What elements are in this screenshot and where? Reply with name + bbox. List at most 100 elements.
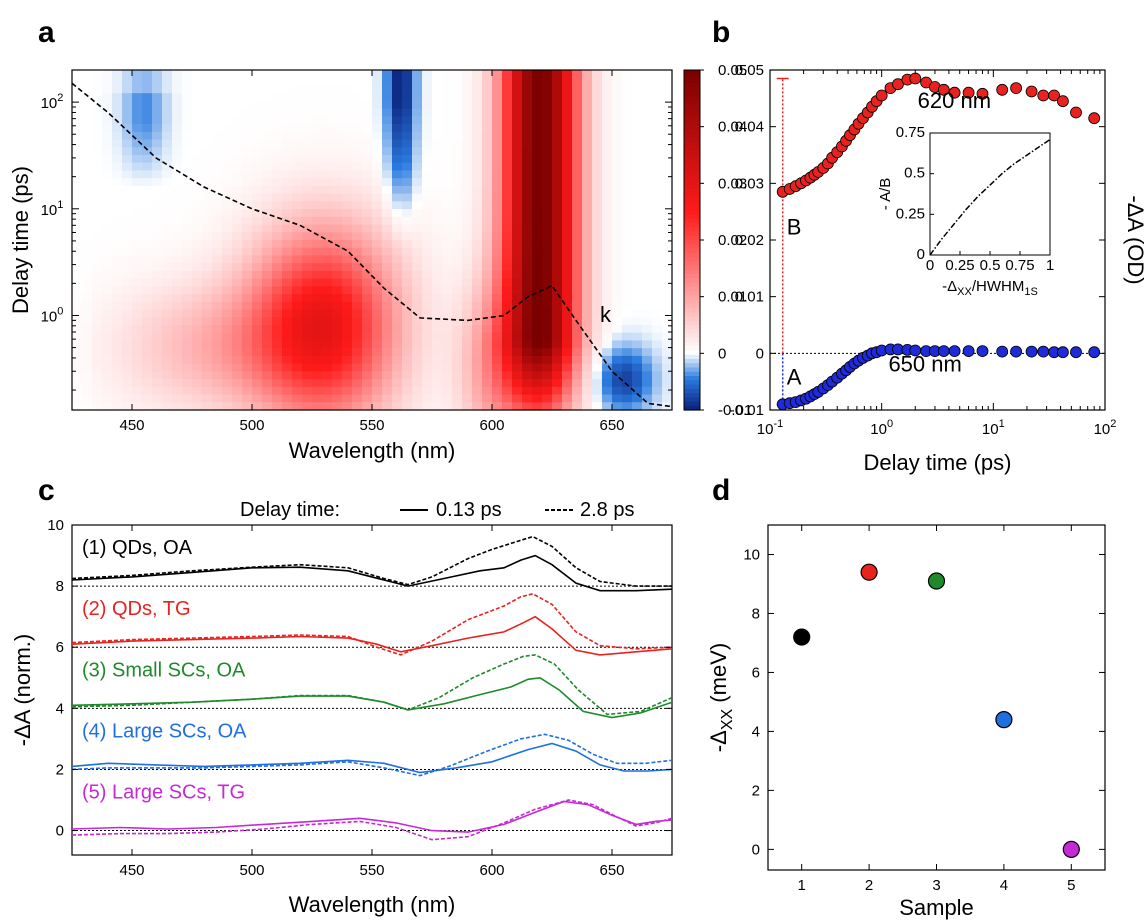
heatmap-cell [452,263,463,272]
heatmap-cell [72,170,83,179]
heatmap-cell [382,309,393,318]
heatmap-cell [222,371,233,380]
heatmap-cell [262,108,273,117]
heatmap-cell [172,309,183,318]
heatmap-cell [332,386,343,396]
heatmap-cell [292,270,303,280]
heatmap-cell [232,286,243,295]
heatmap-cell [602,178,613,187]
heatmap-cell [192,379,203,388]
heatmap-cell [452,201,463,210]
heatmap-cell [422,325,433,334]
heatmap-cell [322,348,333,357]
data-point-620nm [962,86,975,99]
heatmap-cell [312,108,323,117]
heatmap-cell [612,270,623,280]
heatmap-cell [162,286,173,295]
heatmap-cell [232,147,243,156]
heatmap-cell [522,185,533,195]
heatmap-cell [522,278,533,287]
heatmap-cell [92,85,103,94]
heatmap-cell [252,394,263,403]
heatmap-cell [352,402,363,411]
heatmap-cell [602,394,613,403]
x-tick-label: 650 [599,417,624,434]
heatmap-cell [612,124,623,133]
heatmap-cell [102,100,113,110]
heatmap-cell [482,301,493,311]
heatmap-cell [582,100,593,110]
heatmap-cell [482,317,493,326]
heatmap-cell [462,386,473,396]
heatmap-cell [232,162,243,172]
heatmap-cell [492,263,503,272]
heatmap-cell [572,386,583,396]
heatmap-cell [292,232,303,241]
heatmap-cell [142,286,153,295]
heatmap-cell [242,317,253,326]
heatmap-cell [392,278,403,287]
heatmap-cell [582,85,593,94]
heatmap-cell [292,394,303,403]
heatmap-cell [532,386,543,396]
heatmap-cell [382,155,393,164]
heatmap-cell [652,255,663,264]
heatmap-cell [592,70,603,79]
heatmap-cell [382,209,393,218]
colorbar-cell [684,303,700,309]
heatmap-cell [352,185,363,195]
heatmap-cell [422,178,433,187]
heatmap-cell [452,270,463,280]
heatmap-cell [162,185,173,195]
heatmap-cell [252,85,263,94]
heatmap-cell [442,147,453,156]
heatmap-cell [152,193,163,202]
heatmap-cell [342,402,353,411]
heatmap-cell [662,77,673,87]
heatmap-cell [662,309,673,318]
heatmap-cell [232,294,243,303]
heatmap-cell [502,348,513,357]
heatmap-cell [522,325,533,334]
colorbar-cell [684,401,700,407]
heatmap-cell [92,193,103,202]
heatmap-cell [532,201,543,210]
heatmap-cell [112,185,123,195]
heatmap-cell [362,286,373,295]
heatmap-cell [472,278,483,287]
heatmap-cell [552,116,563,125]
heatmap-cell [402,263,413,272]
heatmap-cell [242,170,253,179]
heatmap-cell [492,386,503,396]
heatmap-cell [282,363,293,372]
heatmap-cell [212,363,223,372]
heatmap-cell [202,193,213,202]
heatmap-cell [92,371,103,380]
marker-B-label: B [787,214,802,239]
heatmap-cell [612,162,623,172]
heatmap-cell [192,363,203,372]
heatmap-cell [482,263,493,272]
heatmap-cell [462,355,473,365]
heatmap-cell [82,270,93,280]
heatmap-cell [422,193,433,202]
heatmap-cell [82,355,93,365]
heatmap-cell [142,232,153,241]
heatmap-cell [182,100,193,110]
heatmap-cell [582,394,593,403]
heatmap-cell [162,394,173,403]
heatmap-cell [562,309,573,318]
heatmap-cell [612,185,623,195]
heatmap-cell [482,309,493,318]
heatmap-cell [272,402,283,411]
heatmap-cell [372,201,383,210]
heatmap-cell [602,131,613,141]
heatmap-cell [542,201,553,210]
colorbar-cell [684,70,700,75]
heatmap-cell [262,294,273,303]
heatmap-cell [522,394,533,403]
heatmap-cell [312,355,323,365]
heatmap-cell [272,371,283,380]
heatmap-cell [362,394,373,403]
heatmap-cell [372,216,383,226]
